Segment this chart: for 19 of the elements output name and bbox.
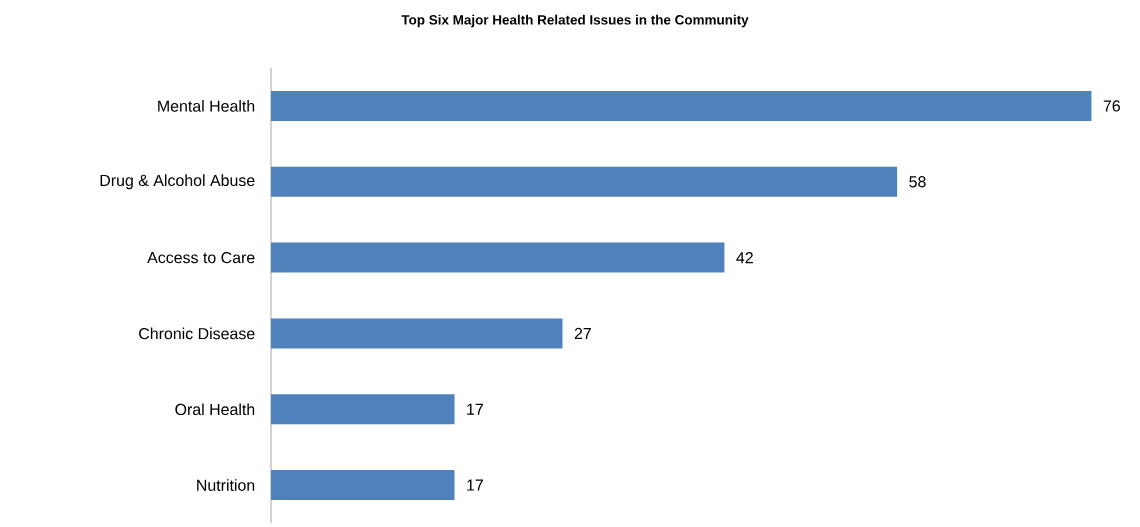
- y-tick-label: Access to Care: [147, 251, 255, 264]
- data-label: 76: [1103, 100, 1120, 112]
- data-label: 27: [574, 327, 591, 339]
- data-label: 17: [467, 479, 483, 491]
- data-label: 58: [909, 176, 926, 188]
- y-tick-label: Chronic Disease: [139, 327, 255, 340]
- y-tick-label: Nutrition: [197, 479, 255, 491]
- chart-title: Top Six Major Health Related Issues in the Community: [401, 14, 749, 28]
- y-tick-label: Oral Health: [175, 403, 255, 416]
- bar: [271, 242, 725, 273]
- bar: [271, 166, 898, 197]
- bar: [271, 318, 563, 349]
- data-label: 42: [736, 252, 753, 264]
- y-tick-label: Drug & Alcohol Abuse: [100, 174, 255, 190]
- data-label: 17: [467, 403, 483, 415]
- bar: [271, 394, 455, 425]
- bar: [271, 470, 455, 501]
- bar: [271, 90, 1092, 121]
- y-tick-label: Mental Health: [158, 100, 255, 112]
